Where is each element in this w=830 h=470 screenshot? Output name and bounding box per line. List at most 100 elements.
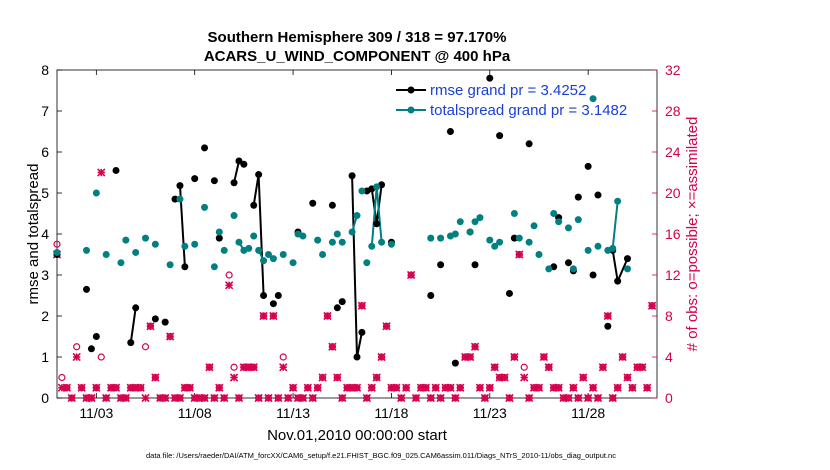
spread-point <box>387 240 395 248</box>
obs-assimilated-point <box>544 363 553 372</box>
obs-assimilated-point <box>303 383 312 392</box>
obs-possible-point <box>97 353 105 361</box>
obs-assimilated-point <box>377 352 386 362</box>
rmse-point <box>191 175 199 183</box>
rmse-point <box>210 177 218 185</box>
obs-assimilated-point <box>402 383 411 392</box>
spread-point <box>319 251 327 258</box>
spread-point <box>191 240 199 248</box>
obs-assimilated-point <box>175 393 185 403</box>
obs-assimilated-point <box>67 393 76 403</box>
spread-point <box>269 255 277 263</box>
obs-assimilated-point <box>328 342 337 351</box>
obs-assimilated-point <box>298 393 308 403</box>
obs-assimilated-point <box>564 393 573 403</box>
rmse-point <box>260 292 268 299</box>
obs-assimilated-point <box>264 393 273 403</box>
obs-assimilated-point <box>215 383 224 392</box>
y-right-tick-label: 4 <box>665 349 673 365</box>
rmse-point <box>333 304 341 312</box>
obs-assimilated-point <box>111 383 121 392</box>
rmse-point <box>525 140 533 148</box>
obs-assimilated-point <box>456 383 465 392</box>
rmse-point <box>250 201 258 209</box>
y-tick-label: 1 <box>41 349 49 365</box>
y-tick-label: 8 <box>41 62 49 78</box>
obs-assimilated-point <box>77 383 86 392</box>
spread-point <box>299 232 307 240</box>
spread-point <box>279 251 287 258</box>
obs-possible-point <box>58 373 66 382</box>
rmse-point <box>127 339 135 347</box>
spread-point <box>530 222 538 230</box>
y-right-tick-label: 24 <box>665 144 681 160</box>
rmse-point <box>255 171 263 179</box>
obs-assimilated-point <box>426 393 435 403</box>
y-tick-label: 4 <box>41 226 49 242</box>
spread-point <box>122 236 130 244</box>
rmse-point <box>92 333 100 340</box>
obs-assimilated-point <box>485 383 494 392</box>
obs-assimilated-point <box>411 393 421 403</box>
obs-assimilated-point <box>613 383 622 392</box>
right-axis-ticks: 0 4 8 12 16 20 24 28 32 <box>652 62 681 406</box>
obs-assimilated-point <box>318 373 327 382</box>
legend-rmse-label: rmse grand pr = 3.4252 <box>430 82 586 99</box>
rmse-point <box>564 259 572 267</box>
obs-assimilated-point <box>642 383 652 392</box>
spread-point <box>314 236 322 244</box>
rmse-point <box>132 304 140 312</box>
spread-point <box>609 244 617 252</box>
y-tick-label: 7 <box>41 103 49 119</box>
obs-assimilated-point <box>372 373 381 382</box>
obs-assimilated-point <box>382 322 391 331</box>
legend-spread-label: totalspread grand pr = 3.1482 <box>430 102 627 119</box>
spread-point <box>215 228 223 236</box>
spread-point <box>550 210 558 217</box>
rmse-point <box>240 160 248 168</box>
y-axis-right-label: # of obs: o=possible; ×=assimilated <box>684 117 701 352</box>
y-right-tick-label: 20 <box>665 185 681 201</box>
obs-assimilated-point <box>259 311 268 321</box>
y-tick-label: 3 <box>41 267 49 283</box>
spread-point <box>456 218 464 226</box>
rmse-line-segment <box>129 307 137 343</box>
obs-possible-point <box>230 363 238 371</box>
rmse-point <box>87 345 95 353</box>
obs-assimilated-point <box>397 393 406 403</box>
spread-point <box>235 238 243 246</box>
obs-assimilated-point <box>500 373 509 382</box>
spread-point <box>142 234 150 242</box>
obs-assimilated-point <box>352 383 362 392</box>
spread-point <box>328 238 336 246</box>
rmse-point <box>358 328 366 336</box>
obs-assimilated-point <box>539 352 549 362</box>
rmse-point <box>510 234 518 242</box>
obs-assimilated-point <box>598 363 608 372</box>
spread-point <box>476 214 484 222</box>
spread-point <box>151 240 159 248</box>
obs-assimilated-point <box>165 332 175 341</box>
x-axis-label: Nov.01,2010 00:00:00 start <box>267 427 448 444</box>
obs-assimilated-point <box>593 393 603 403</box>
spread-point <box>584 246 592 254</box>
chart-title-line1: Southern Hemisphere 309 / 318 = 97.170% <box>208 29 507 46</box>
obs-assimilated-point <box>515 250 524 259</box>
obs-assimilated-point <box>475 383 485 392</box>
y-right-tick-label: 8 <box>665 308 673 324</box>
obs-assimilated-point <box>234 393 244 403</box>
spread-point <box>491 242 499 250</box>
rmse-point <box>230 179 238 187</box>
obs-assimilated-point <box>406 270 416 280</box>
rmse-point <box>584 162 592 170</box>
rmse-point <box>181 263 189 271</box>
x-tick-label: 11/18 <box>374 405 408 421</box>
spread-point <box>623 265 631 273</box>
obs-assimilated-point <box>102 393 111 403</box>
rmse-point <box>589 271 597 279</box>
rmse-point <box>471 261 479 269</box>
spread-point <box>83 246 91 254</box>
obs-assimilated-point <box>249 363 258 372</box>
rmse-point <box>614 277 622 285</box>
obs-assimilated-point <box>224 281 234 290</box>
